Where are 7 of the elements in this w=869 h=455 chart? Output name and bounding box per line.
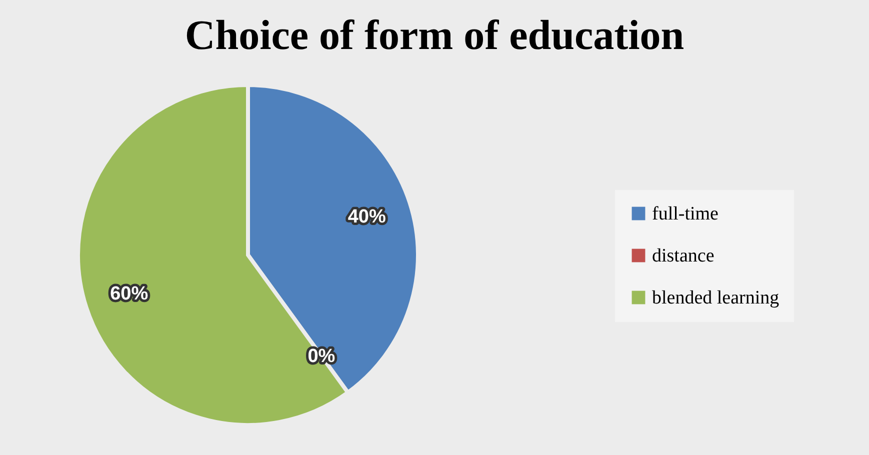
text: 0%	[308, 346, 336, 368]
legend-label: full-time	[652, 204, 718, 224]
data-label: 40%	[348, 206, 386, 228]
data-label: 60%	[110, 284, 148, 305]
legend-label: distance	[652, 246, 714, 266]
legend-label: blended learning	[652, 288, 780, 308]
chart-title: Choice of form of education	[184, 13, 684, 59]
